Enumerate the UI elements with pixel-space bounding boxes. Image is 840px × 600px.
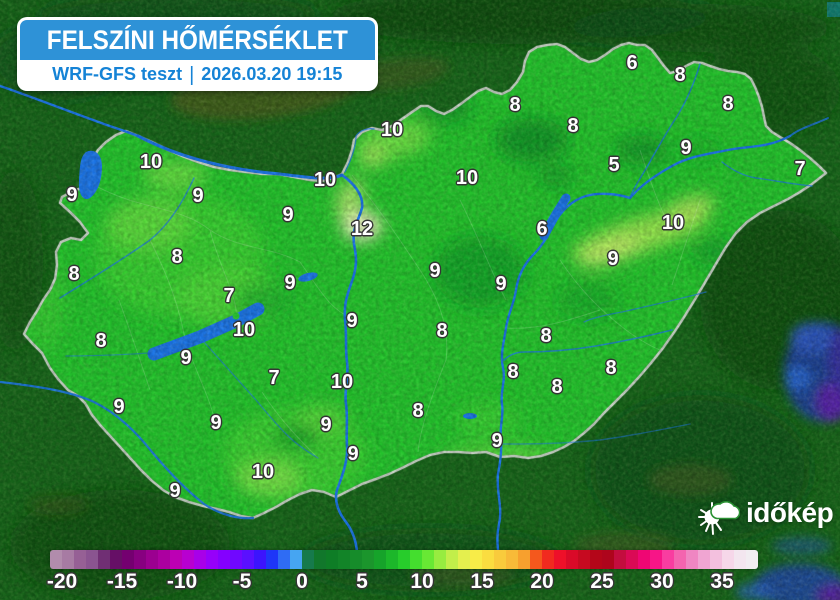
scale-tick-labels: -20 -15 -10 -5 0 5 10 15 20 25 30 35 [46,570,758,597]
run-datetime: 2026.03.20 19:15 [201,64,343,84]
scale-color-segment [74,550,86,569]
model-info-bar: WRF-GFS teszt | 2026.03.20 19:15 [20,60,375,88]
scale-color-segment [506,550,518,569]
separator: | [189,64,195,86]
scale-tick-label: -20 [46,570,78,593]
scale-color-segment [50,550,62,569]
scale-color-segment [62,550,74,569]
scale-color-segment [542,550,554,569]
scale-color-segment [458,550,470,569]
scale-tick-label: 20 [530,570,554,593]
scale-color-segment [674,550,686,569]
scale-color-segment [722,550,734,569]
scale-gradient-bar [50,550,758,569]
scale-color-segment [662,550,674,569]
scale-color-segment [278,550,290,569]
scale-color-segment [338,550,350,569]
scale-color-segment [686,550,698,569]
scale-color-segment [302,550,314,569]
scale-tick-label: 30 [650,570,674,593]
scale-color-segment [422,550,434,569]
scale-color-segment [398,550,410,569]
scale-color-segment [242,550,254,569]
scale-color-segment [650,550,662,569]
scale-color-segment [206,550,218,569]
scale-tick-label: 25 [590,570,614,593]
scale-color-segment [734,550,746,569]
scale-color-segment [254,550,266,569]
scale-color-segment [158,550,170,569]
scale-color-segment [554,550,566,569]
scale-color-segment [386,550,398,569]
scale-color-segment [314,550,326,569]
scale-color-segment [182,550,194,569]
scale-tick-label: 35 [710,570,734,593]
scale-color-segment [602,550,614,569]
model-name: WRF-GFS teszt [52,64,183,84]
scale-color-segment [518,550,530,569]
scale-color-segment [698,550,710,569]
scale-color-segment [266,550,278,569]
scale-tick-label: 15 [470,570,494,593]
scale-color-segment [326,550,338,569]
scale-color-segment [350,550,362,569]
logo-text: időkép [746,497,834,528]
scale-color-segment [710,550,722,569]
scale-tick-label: -10 [166,570,198,593]
scale-color-segment [170,550,182,569]
scale-color-segment [566,550,578,569]
scale-color-segment [230,550,242,569]
scale-tick-label: 10 [410,570,434,593]
idokep-logo: időkép [698,490,834,536]
page-title: FELSZÍNI HŐMÉRSÉKLET [46,25,348,55]
scale-color-segment [146,550,158,569]
scale-color-segment [446,550,458,569]
scale-color-segment [470,550,482,569]
scale-color-segment [194,550,206,569]
sun-cloud-icon [698,500,740,535]
scale-color-segment [590,550,602,569]
scale-color-segment [134,550,146,569]
scale-color-segment [434,550,446,569]
scale-color-segment [374,550,386,569]
scale-color-segment [362,550,374,569]
scale-tick-label: -5 [232,570,252,593]
scale-color-segment [290,550,302,569]
scale-color-segment [410,550,422,569]
scale-tick-label: 5 [356,570,368,593]
scale-color-segment [626,550,638,569]
scale-color-segment [122,550,134,569]
temperature-scale: -20 -15 -10 -5 0 5 10 15 20 25 30 35 [47,550,758,592]
map-title-bar: FELSZÍNI HŐMÉRSÉKLET [20,20,375,60]
scale-color-segment [578,550,590,569]
scale-tick-label: -15 [106,570,138,593]
scale-color-segment [530,550,542,569]
scale-color-segment [494,550,506,569]
scale-color-segment [482,550,494,569]
scale-color-segment [218,550,230,569]
scale-color-segment [614,550,626,569]
title-badge: FELSZÍNI HŐMÉRSÉKLET WRF-GFS teszt | 2026.… [17,17,378,91]
scale-color-segment [110,550,122,569]
scale-color-segment [98,550,110,569]
scale-tick-label: 0 [296,570,308,593]
scale-color-segment [86,550,98,569]
scale-color-segment [638,550,650,569]
scale-color-segment [746,550,758,569]
